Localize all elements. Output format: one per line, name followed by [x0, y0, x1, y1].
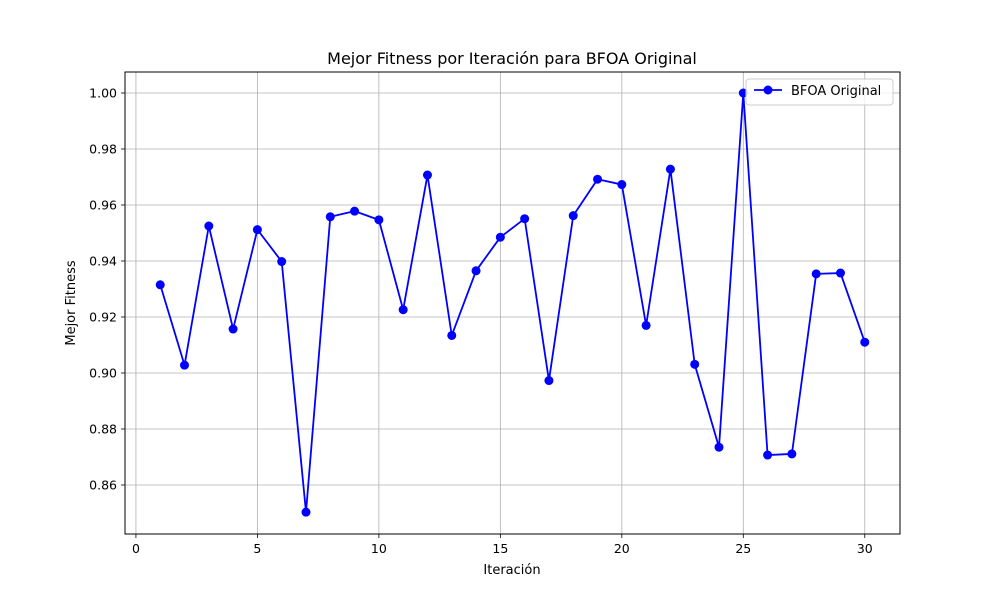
y-tick-label: 1.00 — [89, 86, 117, 101]
data-point — [204, 221, 214, 231]
data-point — [398, 305, 408, 315]
grid — [125, 72, 900, 534]
data-point — [252, 225, 262, 235]
data-point — [277, 257, 287, 267]
y-tick-label: 0.88 — [89, 422, 117, 437]
data-point — [520, 214, 530, 224]
y-tick-label: 0.98 — [89, 142, 117, 157]
y-tick-label: 0.92 — [89, 310, 117, 325]
data-point — [544, 376, 554, 386]
y-tick-label: 0.90 — [89, 366, 117, 381]
x-tick-label: 10 — [371, 541, 387, 556]
legend-marker-swatch — [763, 85, 773, 95]
x-tick-label: 0 — [132, 541, 140, 556]
data-point — [471, 266, 481, 276]
x-tick-label: 20 — [614, 541, 630, 556]
data-point — [593, 174, 603, 184]
y-axis: 0.86 0.88 0.90 0.92 0.94 0.96 0.98 1.00 — [89, 86, 125, 493]
data-point — [714, 442, 724, 452]
data-point — [180, 360, 190, 370]
data-point — [228, 324, 238, 334]
data-point — [301, 507, 311, 517]
y-tick-label: 0.96 — [89, 198, 117, 213]
data-point — [155, 280, 165, 290]
plot-frame — [124, 71, 901, 535]
data-point — [495, 232, 505, 242]
data-point — [374, 215, 384, 225]
data-point — [835, 268, 845, 278]
x-tick-label: 25 — [735, 541, 751, 556]
x-tick-label: 15 — [492, 541, 508, 556]
data-point — [447, 330, 457, 340]
series-line — [159, 92, 866, 514]
y-tick-label: 0.94 — [89, 254, 117, 269]
legend: BFOA Original — [745, 78, 894, 106]
data-point — [422, 170, 432, 180]
data-point — [811, 269, 821, 279]
data-point — [617, 180, 627, 190]
x-tick-label: 30 — [857, 541, 873, 556]
chart-title: Mejor Fitness por Iteración para BFOA Or… — [327, 49, 697, 68]
data-point — [325, 212, 335, 222]
y-tick-label: 0.86 — [89, 478, 117, 493]
data-point — [350, 206, 360, 216]
series-layer — [155, 88, 870, 517]
legend-entry-label: BFOA Original — [791, 84, 881, 99]
data-point — [690, 359, 700, 369]
data-point — [860, 337, 870, 347]
x-axis: 0 5 10 15 20 25 30 — [132, 534, 873, 556]
y-axis-label: Mejor Fitness — [64, 260, 79, 346]
data-point — [641, 320, 651, 330]
data-point — [665, 164, 675, 174]
legend-box — [745, 78, 894, 106]
data-point — [787, 449, 797, 459]
x-axis-label: Iteración — [483, 563, 540, 578]
data-point — [763, 450, 773, 460]
data-point — [568, 211, 578, 221]
x-tick-label: 5 — [253, 541, 261, 556]
